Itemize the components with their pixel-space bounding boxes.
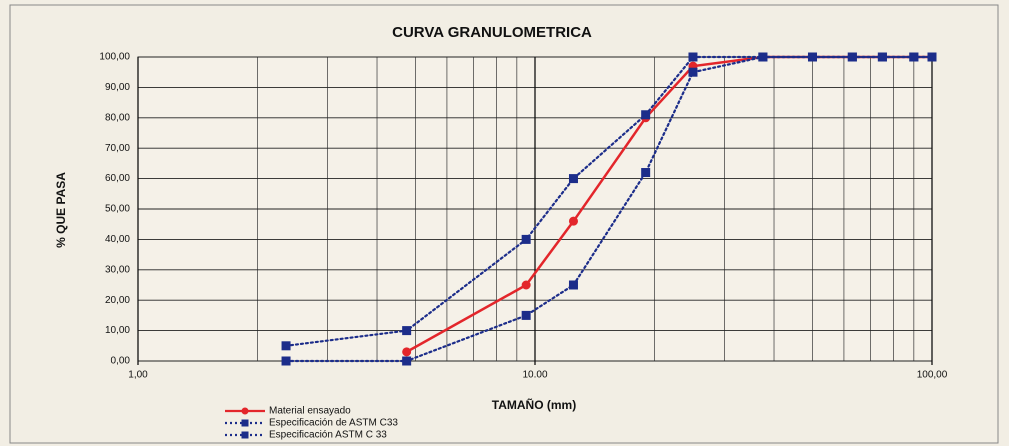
point	[688, 67, 698, 77]
point	[402, 326, 412, 336]
point	[758, 52, 768, 62]
legend-text: Especificación de ASTM C33	[269, 418, 398, 429]
point	[641, 110, 651, 120]
legend-marker	[241, 431, 249, 439]
y-tick-label: 70,00	[105, 143, 130, 154]
legend-marker	[241, 407, 249, 415]
y-axis-label: % QUE PASA	[54, 172, 68, 248]
point	[847, 52, 857, 62]
point	[402, 347, 412, 357]
point	[877, 52, 887, 62]
point	[521, 280, 531, 290]
legend-text: Especificación ASTM C 33	[269, 430, 387, 441]
y-tick-label: 80,00	[105, 112, 130, 123]
series-line	[284, 55, 934, 363]
x-tick-label: 10.00	[522, 370, 547, 381]
point	[909, 52, 919, 62]
chart-title: CURVA GRANULOMETRICA	[392, 24, 592, 41]
legend-marker	[241, 419, 249, 427]
x-tick-label: 1,00	[128, 370, 148, 381]
point	[281, 341, 291, 351]
x-tick-label: 100,00	[917, 370, 948, 381]
point	[568, 174, 578, 184]
y-tick-label: 40,00	[105, 234, 130, 245]
point	[568, 216, 578, 226]
point	[641, 168, 651, 178]
y-tick-label: 90,00	[105, 82, 130, 93]
y-tick-label: 20,00	[105, 295, 130, 306]
point	[281, 356, 291, 366]
y-tick-label: 10,00	[105, 325, 130, 336]
point	[402, 356, 412, 366]
y-tick-label: 0,00	[111, 356, 131, 367]
chart-frame	[9, 4, 999, 444]
y-tick-label: 100,00	[99, 52, 130, 63]
point	[521, 310, 531, 320]
x-axis-label: TAMAÑO (mm)	[492, 397, 576, 412]
point	[807, 52, 817, 62]
y-tick-label: 60,00	[105, 173, 130, 184]
point	[568, 280, 578, 290]
y-tick-label: 50,00	[105, 204, 130, 215]
point	[688, 52, 698, 62]
legend-text: Material ensayado	[269, 406, 351, 417]
point	[927, 52, 937, 62]
y-tick-label: 30,00	[105, 264, 130, 275]
point	[521, 234, 531, 244]
